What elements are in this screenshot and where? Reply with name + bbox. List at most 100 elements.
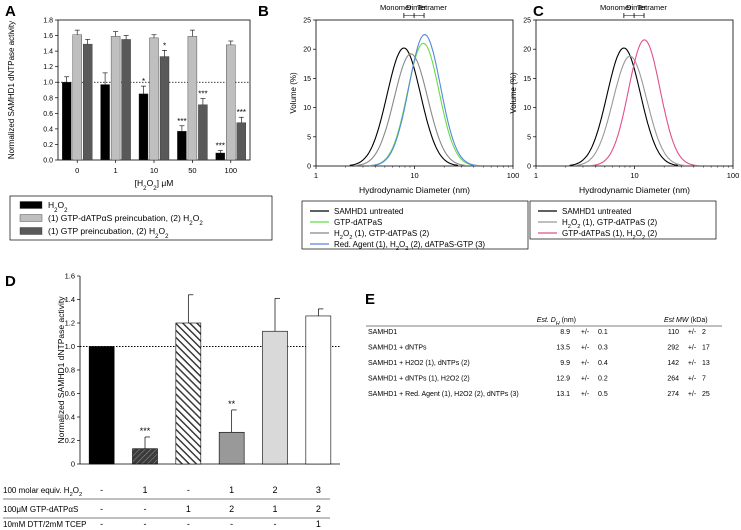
x-tick-label: 100 (727, 171, 740, 180)
condition-value: 1 (316, 519, 321, 529)
subscript: 2 (568, 224, 571, 230)
condition-value: 1 (272, 504, 277, 514)
row-label: SAMHD1 + dNTPs (1), H2O2 (2) (368, 376, 470, 383)
x-tick-label: 10 (410, 171, 418, 180)
row-mw-err: 2 (702, 329, 706, 336)
y-tick-label: 1.0 (43, 80, 53, 87)
text-part: (2) (645, 229, 657, 238)
row-mw-pm: +/- (688, 329, 697, 336)
text-part: SAMHD1 untreated (334, 207, 403, 216)
y-axis-label: Normalized SAMHD1 dNTPase activity (56, 296, 66, 444)
subscript: 2 (70, 492, 73, 498)
plot-frame (535, 19, 734, 167)
dls-curve (575, 55, 685, 166)
x-tick-label: 10 (630, 171, 638, 180)
condition-value: 1 (186, 504, 191, 514)
subscript: 2 (199, 220, 203, 227)
legend-label: H2O2 (1), GTP-dATPaS (2) (562, 218, 658, 230)
y-tick-label: 10 (523, 105, 531, 112)
subscript: 2 (155, 233, 159, 240)
y-tick-label: 1.6 (65, 272, 75, 281)
text-part: O (193, 213, 200, 223)
text-part: SAMHD1 untreated (562, 207, 631, 216)
text-part: (1), GTP-dATPaS (2) (580, 218, 657, 227)
header-dh: Est. DH (nm) (537, 317, 576, 327)
legend-swatch (19, 227, 43, 235)
x-tick-label: 1 (534, 171, 538, 180)
bar (177, 131, 187, 161)
row-mw-err: 13 (702, 360, 710, 367)
legend-label: H2O2 (48, 200, 68, 214)
text-part: (1) GTP preincubation, (2) H (48, 226, 155, 236)
subscript: 2 (633, 235, 636, 241)
text-part: (1) GTP-dATPαS preincubation, (2) H (48, 213, 189, 223)
significance-stars: * (142, 77, 145, 86)
row-dh: 13.5 (556, 345, 570, 352)
subscript: 2 (396, 246, 399, 252)
header-dh-unit: (nm) (560, 317, 576, 324)
y-tick-label: 15 (303, 76, 311, 83)
x-tick-label: 1 (314, 171, 318, 180)
text-part: (1), GTP-dATPaS (2) (352, 229, 429, 238)
row-dh-pm: +/- (581, 329, 590, 336)
legend-box (529, 200, 717, 240)
y-tick-label: 1.0 (65, 342, 75, 351)
text-part: Red. Agent (1), H (334, 240, 396, 249)
row-dh-err: 0.5 (598, 391, 608, 398)
bar (218, 431, 245, 465)
marker-label: Dimer (406, 3, 427, 12)
row-label: SAMHD1 + dNTPs (368, 345, 427, 352)
text-part: ] μM (157, 178, 174, 188)
legend-box (9, 195, 273, 241)
subscript: 2 (642, 235, 645, 241)
y-tick-label: 0.8 (65, 366, 75, 375)
bar (215, 152, 226, 161)
text-part: O (636, 229, 642, 238)
significance-stars: ** (228, 399, 236, 409)
x-axis-label: Hydrodynamic Diameter (nm) (359, 185, 470, 195)
subscript: 2 (349, 235, 352, 241)
row-mw-err: 7 (702, 376, 706, 383)
bar (236, 122, 247, 161)
bar (62, 82, 72, 161)
x-tick-label: 0 (75, 166, 79, 175)
condition-value: - (230, 519, 233, 529)
legend-swatch (19, 201, 43, 209)
y-tick-label: 1.4 (43, 49, 53, 56)
panel-letter: D (5, 273, 16, 290)
condition-value: - (144, 519, 147, 529)
subscript: 2 (577, 224, 580, 230)
row-dh-pm: +/- (581, 345, 590, 352)
bar (226, 44, 236, 161)
plot-frame (315, 19, 514, 167)
row-mw-err: 25 (702, 391, 710, 398)
panel-d: D 0 0.2 0.4 0.6 0.8 1.0 1.2 1.4 1.6 Normalized SAM… (3, 272, 340, 529)
text-part: [H (135, 178, 144, 188)
row-dh-err: 0.4 (598, 360, 608, 367)
text-part: 100μM GTP-dATPαS (3, 505, 78, 514)
bar (132, 448, 158, 465)
row-mw: 274 (667, 391, 679, 398)
bar (138, 93, 149, 161)
y-tick-label: 0.6 (43, 111, 53, 118)
condition-value: 2 (229, 504, 234, 514)
text-part: GTP-dATPaS (334, 218, 382, 227)
panel-e: E Est. DH (nm) Est MW (kDa) SAMHD1 8.9 +/- 0.1… (365, 291, 722, 398)
condition-value: - (274, 519, 277, 529)
row-label: SAMHD1 + Red. Agent (1), H2O2 (2), dNTPs… (368, 391, 519, 398)
row-label: SAMHD1 + H2O2 (1), dNTPs (2) (368, 360, 470, 367)
y-tick-label: 1.2 (65, 319, 75, 328)
row-mw-pm: +/- (688, 376, 697, 383)
condition-value: - (187, 485, 190, 495)
condition-value: - (187, 519, 190, 529)
y-tick-label: 1.4 (65, 295, 75, 304)
legend-label: H2O2 (1), GTP-dATPaS (2) (334, 229, 430, 241)
header-dh-label: Est. D (537, 317, 556, 324)
text-part: 10mM DTT/2mM TCEP (3, 520, 86, 529)
text-part: H (48, 200, 54, 210)
row-dh: 13.1 (556, 391, 570, 398)
y-axis-label: Normalized SAMHD1 dNTPase activity (7, 21, 16, 159)
y-tick-label: 1.6 (43, 33, 53, 40)
y-tick-label: 0 (527, 164, 531, 171)
